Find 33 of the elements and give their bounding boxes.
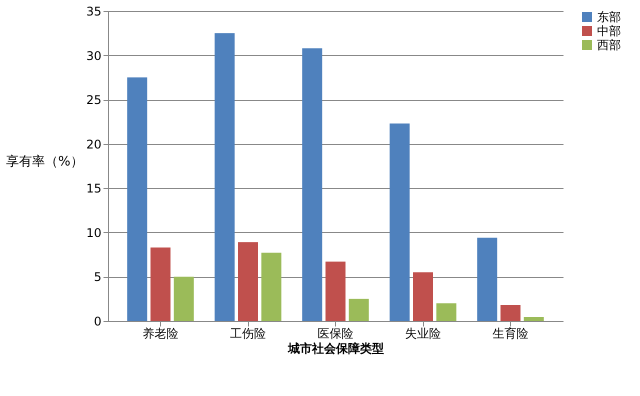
y-axis-title: 享有率（%）: [6, 154, 84, 170]
bar: [500, 305, 520, 321]
x-axis-title: 城市社会保障类型: [287, 342, 384, 356]
bar: [477, 238, 498, 321]
bar: [390, 123, 410, 321]
legend-label: 东部: [597, 10, 621, 24]
bar: [326, 262, 346, 321]
bar: [413, 272, 433, 321]
x-tick-label: 失业险: [405, 326, 441, 340]
y-tick-label: 15: [86, 182, 102, 196]
y-tick-label: 5: [94, 270, 102, 284]
bar: [524, 317, 544, 321]
bar: [348, 298, 369, 321]
bar: [174, 276, 194, 321]
bar: [436, 303, 456, 321]
bar: [238, 242, 258, 321]
y-tick-label: 35: [86, 4, 102, 18]
bar: [261, 252, 282, 321]
bar: [214, 33, 235, 321]
bar: [127, 77, 148, 321]
x-tick-label: 工伤险: [230, 326, 266, 340]
y-tick-label: 10: [86, 226, 102, 240]
bar: [150, 247, 170, 321]
legend-label: 西部: [597, 38, 621, 52]
y-tick-label: 0: [94, 314, 102, 328]
x-tick-label: 医保险: [318, 326, 354, 340]
bar: [302, 48, 322, 321]
y-tick-label: 20: [86, 137, 102, 152]
y-tick-label: 25: [86, 93, 102, 108]
legend-label: 中部: [597, 24, 621, 38]
y-tick-label: 30: [86, 48, 102, 63]
x-tick-label: 养老险: [142, 326, 178, 340]
x-tick-label: 生育险: [492, 326, 528, 340]
